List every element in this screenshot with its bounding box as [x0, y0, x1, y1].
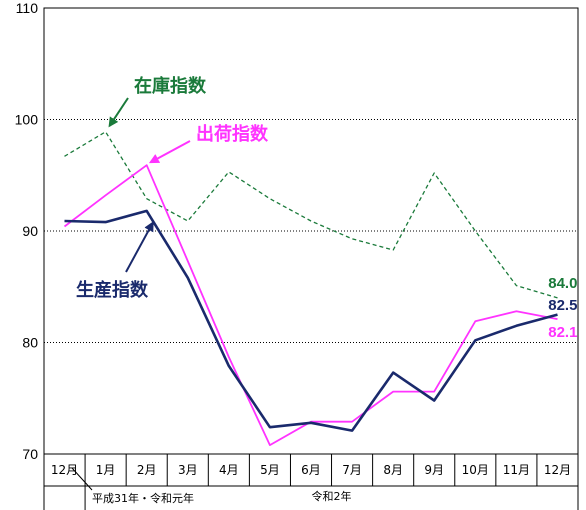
era-pointer [71, 467, 93, 491]
y-tick-label: 80 [22, 335, 38, 351]
end-value-labels: 84.0 82.5 82.1 [548, 275, 577, 341]
end-value-label: 82.5 [548, 297, 577, 314]
y-tick-label: 100 [15, 112, 39, 128]
callout-arrow [125, 221, 154, 273]
y-tick-label: 70 [22, 446, 38, 462]
x-tick-label: 12月 [51, 463, 78, 477]
x-tick-label: 8月 [383, 463, 403, 477]
x-tick-label: 9月 [424, 463, 444, 477]
series-name-label: 在庫指数 [134, 75, 207, 97]
end-value-label: 84.0 [548, 275, 577, 292]
y-tick-label: 90 [22, 223, 38, 239]
grid-lines [44, 119, 578, 343]
y-axis-tick-labels: 70 80 90 100 110 [15, 0, 39, 462]
series-name-label: 出荷指数 [196, 123, 269, 145]
callout-arrow [108, 97, 129, 128]
x-tick-label: 12月 [544, 463, 571, 477]
x-axis: 12月 1月 2月 3月 4月 5月 6月 7月 8月 9月 10月 11月 12月 [43, 454, 579, 510]
end-value-label: 82.1 [548, 324, 577, 341]
series-name-label: 生産指数 [76, 279, 149, 301]
series-line-0 [64, 209, 558, 432]
callout-arrow [148, 140, 191, 164]
era-label-previous: 平成31年・令和元年 [92, 491, 194, 505]
series-line-1 [63, 164, 558, 447]
series-line-2 [64, 131, 558, 299]
x-tick-label: 5月 [260, 463, 280, 477]
x-tick-label: 2月 [137, 463, 157, 477]
x-tick-label: 6月 [301, 463, 321, 477]
y-tick-label: 110 [16, 0, 39, 16]
x-tick-label: 3月 [178, 463, 198, 477]
era-label-current: 令和2年 [312, 489, 352, 503]
x-tick-label: 7月 [342, 463, 362, 477]
x-tick-label: 10月 [462, 463, 489, 477]
series-lines [63, 131, 558, 447]
x-tick-label: 11月 [503, 463, 530, 477]
era-labels: 平成31年・令和元年 令和2年 [71, 467, 352, 505]
plot-frame [43, 7, 579, 455]
x-tick-label: 1月 [96, 463, 116, 477]
x-tick-label: 4月 [219, 463, 239, 477]
